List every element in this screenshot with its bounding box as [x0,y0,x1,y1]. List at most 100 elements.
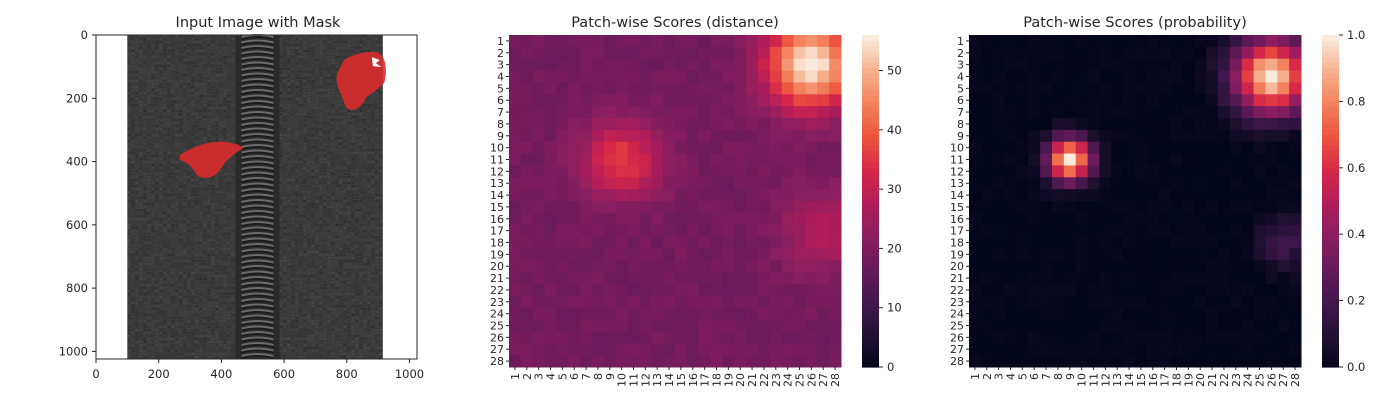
heatmap-cell [604,272,616,284]
heatmap-cell [616,284,628,296]
heatmap-cell [1265,130,1277,142]
heatmap-cell [746,142,758,154]
heatmap-cell [1230,248,1242,260]
heatmap-cell [722,343,734,355]
heatmap-cell [1289,320,1301,332]
heatmap-cell [1123,201,1135,213]
heatmap-cell [580,106,592,118]
colorbar-segment [1322,240,1339,246]
colorbar-segment [1322,157,1339,163]
heatmap-cell [1076,177,1088,189]
heatmap-cell [1052,260,1064,272]
heatmap-cell [722,331,734,343]
heatmap-cell [545,308,557,320]
heatmap-cell [1076,94,1088,106]
heatmap-cell [675,296,687,308]
heatmap-cell [1040,308,1052,320]
heatmap-cell [829,59,841,71]
heatmap-cell [699,320,711,332]
heatmap-cell [722,225,734,237]
heatmap-cell [758,320,770,332]
heatmap-cell [568,47,580,59]
heatmap-cell [1171,177,1183,189]
heatmap-cell [568,225,580,237]
heatmap-cell [1206,130,1218,142]
heatmap-cell [1028,260,1040,272]
heatmap-cell [1135,35,1147,47]
colorbar-segment [1322,190,1339,196]
heatmap-cell [1206,343,1218,355]
heatmap-cell [1218,343,1230,355]
heatmap-cell [592,94,604,106]
heatmap-cell [829,71,841,83]
heatmap-cell [1099,82,1111,94]
heatmap-cell [675,308,687,320]
heatmap-cell [1182,201,1194,213]
heatmap-cell [1230,355,1242,367]
heatmap-cell [533,343,545,355]
heatmap-cell [969,177,981,189]
heatmap-cell [1265,284,1277,296]
heatmap-cell [533,355,545,367]
heatmap-cell [829,47,841,59]
heatmap-cell [711,94,723,106]
heatmap-cell [568,284,580,296]
heatmap-cell [592,165,604,177]
colorbar-segment [862,207,879,213]
heatmap-cell [628,71,640,83]
heatmap-cell [722,35,734,47]
heatmap-cell [794,213,806,225]
heatmap-cell [1147,343,1159,355]
heatmap-cell [675,260,687,272]
heatmap-cell [817,59,829,71]
heatmap-cell [770,82,782,94]
heatmap-cell [1135,59,1147,71]
heatmap-cell [1040,201,1052,213]
heatmap-cell [1182,165,1194,177]
heatmap-cell [1206,355,1218,367]
heatmap-cell [1147,320,1159,332]
heatmap-cell [1182,343,1194,355]
heatmap-cell [639,248,651,260]
heatmap-cell [556,82,568,94]
heatmap-cell [1147,165,1159,177]
y-tick-label: 0 [81,28,88,42]
heatmap-cell [829,94,841,106]
x-tick-label: 1000 [395,367,424,381]
heatmap-cell [1099,59,1111,71]
heatmap-cell [817,331,829,343]
y-tick-label: 28 [490,355,504,368]
heatmap-cell [1076,35,1088,47]
heatmap-cell [1289,142,1301,154]
heatmap-cell [993,260,1005,272]
heatmap-cell [1040,118,1052,130]
heatmap-cell [1206,47,1218,59]
heatmap-cell [651,177,663,189]
heatmap-cell [1277,320,1289,332]
heatmap-cell [1194,331,1206,343]
heatmap-cell [663,106,675,118]
heatmap-cell [580,47,592,59]
heatmap-cell [817,308,829,320]
heatmap-cell [746,331,758,343]
heatmap-cell [616,272,628,284]
heatmap-cell [556,272,568,284]
heatmap-cell [1040,142,1052,154]
heatmap-cell [794,142,806,154]
heatmap-cell [1064,71,1076,83]
heatmap-cell [805,59,817,71]
heatmap-cell [687,296,699,308]
heatmap-cell [817,154,829,166]
heatmap-cell [805,284,817,296]
heatmap-cell [1242,142,1254,154]
heatmap-cell [770,284,782,296]
colorbar-segment [862,41,879,47]
heatmap-cell [568,94,580,106]
heatmap-cell [794,82,806,94]
heatmap-cell [1064,154,1076,166]
heatmap-cell [1111,94,1123,106]
heatmap-cell [722,284,734,296]
heatmap-cell [817,106,829,118]
heatmap-cell [509,237,521,249]
heatmap-cell [1123,35,1135,47]
